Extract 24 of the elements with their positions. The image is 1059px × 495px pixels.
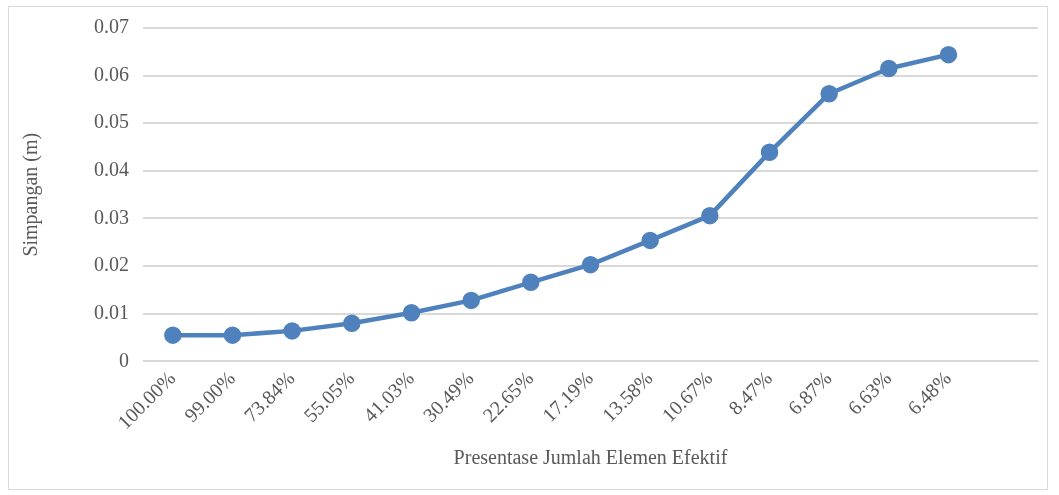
y-tick-label: 0.04	[94, 158, 129, 181]
point	[641, 231, 659, 250]
y-tick-label: 0.03	[94, 205, 129, 228]
point	[820, 84, 838, 103]
y-axis-title: Simpangan (m)	[19, 132, 43, 257]
y-tick-label: 0	[119, 348, 129, 371]
point	[283, 322, 301, 340]
point	[880, 59, 898, 78]
y-tick-label: 0.07	[94, 15, 129, 38]
y-tick-label: 0.05	[94, 110, 129, 133]
y-tick-label: 0.02	[94, 253, 129, 276]
y-tick-label: 0.01	[94, 300, 129, 323]
point	[164, 326, 182, 344]
y-tick-label: 0.06	[94, 62, 129, 85]
x-axis-title: Presentase Jumlah Elemen Efektif	[453, 446, 728, 469]
point	[701, 206, 719, 225]
point	[760, 143, 779, 162]
point	[939, 45, 958, 64]
point	[223, 326, 242, 344]
point	[402, 304, 421, 322]
point	[522, 273, 540, 292]
point	[462, 291, 480, 310]
point	[343, 314, 361, 333]
point	[581, 255, 600, 274]
